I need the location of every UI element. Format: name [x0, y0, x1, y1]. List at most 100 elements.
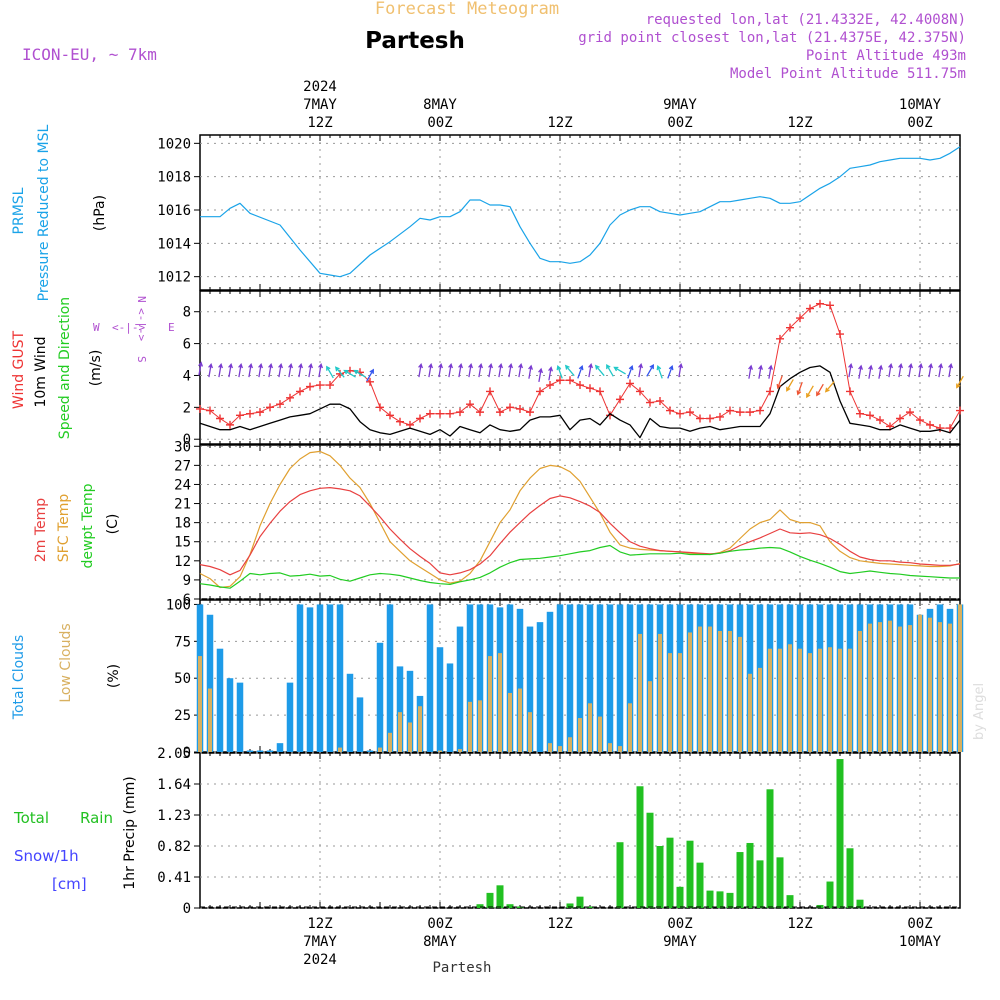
- y-tick-label: 2: [183, 400, 191, 416]
- low-cloud-bar: [798, 648, 802, 752]
- total-cloud-bar: [316, 604, 324, 752]
- wind-direction-arrow: [228, 362, 234, 378]
- grid-point-coords: grid point closest lon,lat (21.4375E, 42…: [578, 30, 966, 46]
- wind-direction-arrow: [588, 362, 594, 378]
- gust-marker: [206, 406, 214, 415]
- temp-unit-label: (C): [105, 514, 121, 535]
- gust-marker: [506, 403, 514, 412]
- credit-text: by Angel: [972, 683, 987, 740]
- total-cloud-bar: [376, 642, 384, 752]
- rain-bar: [586, 906, 594, 908]
- wind-direction-arrow: [678, 362, 684, 378]
- total-cloud-bar: [556, 604, 564, 752]
- low-cloud-bar: [488, 656, 492, 752]
- gust-marker: [916, 416, 924, 425]
- rain-bar: [736, 852, 744, 908]
- rain-bar: [496, 885, 504, 908]
- low-cloud-bar: [568, 737, 572, 752]
- total-cloud-bar: [286, 682, 294, 752]
- total-cloud-bar: [596, 604, 604, 752]
- rain-bar: [786, 895, 794, 908]
- gust-marker: [386, 411, 394, 420]
- low-cloud-bar: [208, 688, 212, 752]
- gust-marker: [746, 408, 754, 417]
- gust-marker: [926, 420, 934, 429]
- rain-bar: [746, 842, 754, 908]
- total-cloud-bar: [236, 682, 244, 752]
- compass-rose: W E <-|-> N S <-|->: [93, 296, 175, 363]
- rain-bar: [696, 862, 704, 908]
- top-time-label: 9MAY: [663, 97, 697, 113]
- wind-direction-arrow: [938, 362, 944, 378]
- gust-marker: [866, 411, 874, 420]
- y-tick-label: 4: [183, 368, 191, 384]
- rain-bar: [686, 840, 694, 908]
- low-cloud-bar: [618, 746, 622, 752]
- gust-marker: [776, 334, 784, 343]
- wind-direction-arrow: [538, 367, 544, 383]
- y-tick-label: 12: [174, 554, 191, 570]
- gust-marker: [796, 314, 804, 323]
- wind-direction-arrow: [198, 361, 204, 376]
- wind-direction-arrow: [478, 362, 484, 378]
- gust-marker: [816, 299, 824, 308]
- y-tick-label: 6: [183, 592, 191, 608]
- low-cloud-bar: [698, 626, 702, 752]
- gust-marker: [256, 408, 264, 417]
- gust-marker: [546, 381, 554, 390]
- precip-unit-label: 1hr Precip (mm): [122, 776, 138, 889]
- rain-bar: [766, 789, 774, 908]
- wind-direction-arrow: [298, 362, 304, 378]
- point-altitude: Point Altitude 493m: [806, 48, 966, 64]
- total-cloud-bar: [566, 604, 574, 752]
- gust-marker: [856, 409, 864, 418]
- bottom-time-label: 9MAY: [663, 934, 697, 950]
- low-cloud-bar: [588, 703, 592, 752]
- panel-temperature: 6 9 12 15 18 21 24 27 30: [174, 439, 961, 608]
- bottom-time-label: 00Z: [667, 916, 692, 932]
- gust-marker: [946, 424, 954, 433]
- panels: 1012101410161018102002468691215182124273…: [157, 134, 964, 917]
- total-cloud-bar: [406, 670, 414, 752]
- y-tick-label: 25: [174, 708, 191, 724]
- low-cloud-bar: [458, 749, 462, 752]
- y-tick-label: 24: [174, 477, 191, 493]
- total-cloud-bar: [546, 611, 554, 752]
- low-cloud-bar: [948, 623, 952, 752]
- wind-direction-arrow: [606, 363, 614, 377]
- temp2m-line: [199, 487, 961, 576]
- gust-marker: [196, 404, 204, 413]
- gust-marker: [906, 408, 914, 417]
- low-cloud-bar: [658, 633, 662, 752]
- top-time-label: 7MAY: [303, 97, 337, 113]
- rain-bar: [676, 886, 684, 908]
- low-cloud-bar: [888, 620, 892, 752]
- y-tick-label: 1016: [157, 203, 191, 219]
- gust-marker: [426, 409, 434, 418]
- wind-direction-arrow: [918, 362, 924, 378]
- total-cloud-bar: [586, 604, 594, 752]
- low-cloud-bar: [758, 667, 762, 752]
- gust-marker: [696, 414, 704, 423]
- wind-direction-arrow: [796, 381, 803, 396]
- rain-bar: [716, 891, 724, 908]
- y-tick-label: 1.64: [157, 777, 191, 793]
- compass-arrows-v: <-|->: [135, 308, 148, 341]
- gust-marker: [416, 414, 424, 423]
- low-cloud-bar: [608, 743, 612, 752]
- gust-marker: [216, 414, 224, 423]
- gust-marker: [726, 406, 734, 415]
- low-cloud-bar: [778, 648, 782, 752]
- wind-direction-arrow: [816, 383, 824, 397]
- low-cloud-bar: [908, 625, 912, 752]
- wind-direction-arrow: [956, 375, 964, 389]
- wind-direction-arrow: [638, 362, 644, 378]
- temperature-frame: [199, 444, 961, 600]
- gust-marker: [826, 301, 834, 310]
- low-cloud-bar: [898, 626, 902, 752]
- low-cloud-bar: [578, 718, 582, 752]
- gust-marker: [486, 387, 494, 396]
- wind-direction-arrow: [218, 362, 224, 378]
- total-cloud-bar: [206, 614, 214, 752]
- wind-direction-arrow: [366, 368, 374, 382]
